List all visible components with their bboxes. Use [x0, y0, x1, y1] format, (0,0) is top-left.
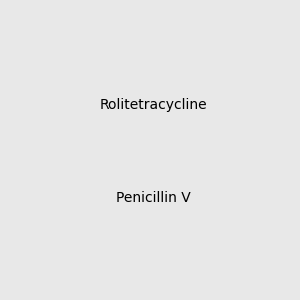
Text: Rolitetracycline: Rolitetracycline — [100, 98, 208, 112]
Text: Penicillin V: Penicillin V — [116, 191, 191, 205]
